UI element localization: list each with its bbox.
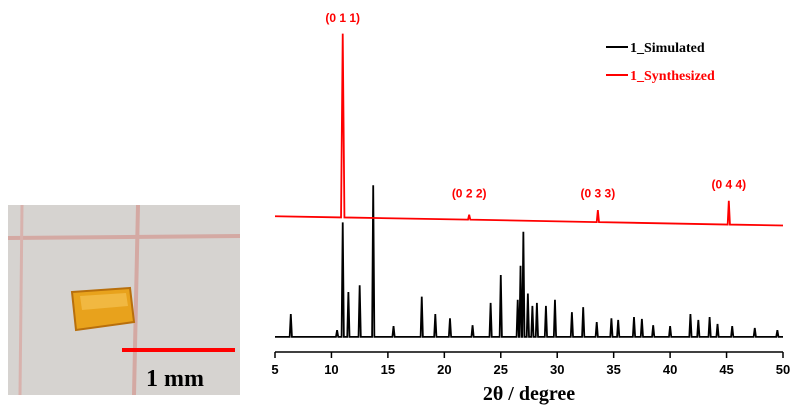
legend-label: 1_Simulated bbox=[630, 41, 705, 56]
x-tick-label: 40 bbox=[663, 362, 677, 377]
legend-label: 1_Synthesized bbox=[630, 69, 715, 84]
series-line bbox=[274, 33, 784, 227]
x-tick-label: 20 bbox=[437, 362, 451, 377]
x-tick-label: 5 bbox=[271, 362, 278, 377]
x-tick-label: 50 bbox=[776, 362, 790, 377]
peak-annotation: (0 2 2) bbox=[452, 187, 487, 201]
x-tick-label: 35 bbox=[606, 362, 620, 377]
scale-label: 1 mm bbox=[146, 366, 204, 392]
peak-annotation: (0 4 4) bbox=[711, 177, 746, 191]
x-tick-label: 10 bbox=[324, 362, 338, 377]
x-axis-label: 2θ / degree bbox=[483, 383, 575, 405]
peak-annotation: (0 3 3) bbox=[581, 187, 616, 201]
x-tick-label: 15 bbox=[381, 362, 395, 377]
x-tick-label: 25 bbox=[494, 362, 508, 377]
photo: 1 mm bbox=[7, 204, 241, 396]
peak-annotation: (0 1 1) bbox=[325, 11, 360, 25]
x-tick-label: 30 bbox=[550, 362, 564, 377]
paper-grid bbox=[132, 204, 140, 396]
x-tick-label: 45 bbox=[719, 362, 733, 377]
paper-grid bbox=[18, 204, 24, 396]
series-line bbox=[275, 185, 783, 338]
crystal-highlight bbox=[80, 293, 128, 310]
paper-grid bbox=[7, 234, 241, 240]
